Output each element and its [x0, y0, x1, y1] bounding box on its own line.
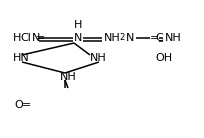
Text: O: O: [14, 100, 23, 110]
Text: H: H: [13, 33, 21, 43]
Text: 2: 2: [119, 33, 124, 42]
Text: NH: NH: [90, 53, 107, 63]
Text: N: N: [126, 33, 134, 43]
Text: N: N: [74, 33, 82, 43]
Text: Cl: Cl: [20, 33, 31, 43]
Text: OH: OH: [155, 53, 172, 63]
Text: NH: NH: [165, 33, 182, 43]
Text: =: =: [36, 33, 45, 43]
Text: H: H: [74, 20, 82, 30]
Text: HN: HN: [13, 53, 30, 63]
Text: NH: NH: [60, 72, 77, 82]
Text: =: =: [22, 100, 31, 110]
Text: N: N: [32, 33, 40, 43]
Text: =: =: [150, 33, 159, 43]
Text: C: C: [155, 33, 163, 43]
Text: NH: NH: [104, 33, 121, 43]
